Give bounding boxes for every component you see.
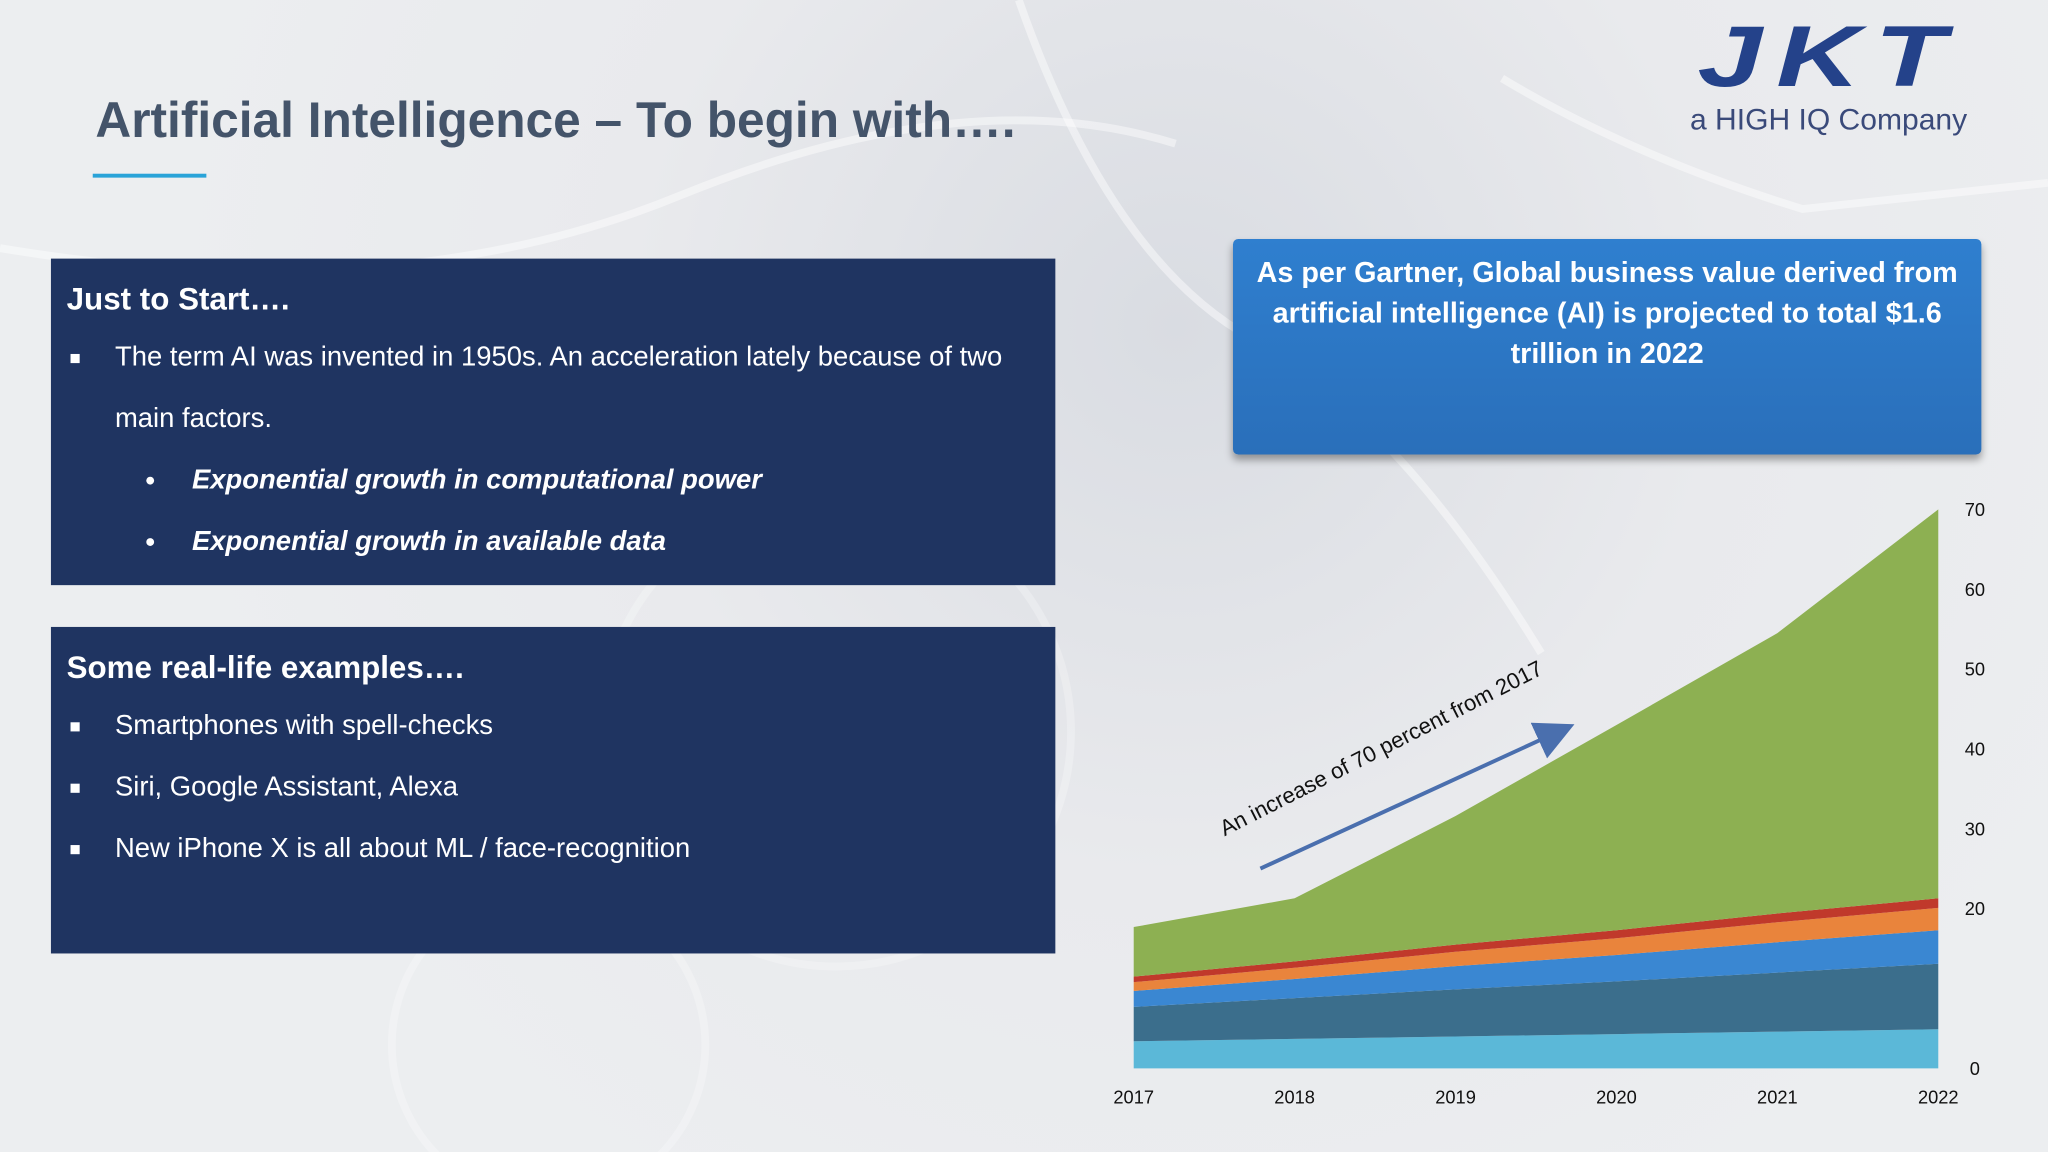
title-underline <box>92 173 207 178</box>
logo: JKT a HIGH IQ Company <box>1659 13 1999 137</box>
y-tick-label: 0 <box>1970 1058 1980 1079</box>
x-tick-label: 2021 <box>1757 1087 1798 1108</box>
sub-bullet: Exponential growth in available data <box>67 511 1040 572</box>
examples-box: Some real-life examples…. Smartphones wi… <box>50 626 1056 954</box>
y-tick-label: 60 <box>1965 579 1985 600</box>
x-tick-label: 2022 <box>1918 1087 1959 1108</box>
x-tick-label: 2018 <box>1274 1087 1315 1108</box>
y-tick-label: 40 <box>1965 738 1985 759</box>
bullet: The term AI was invented in 1950s. An ac… <box>67 327 1040 450</box>
annotation-arrow <box>1259 722 1575 871</box>
y-tick-label: 70 <box>1965 499 1985 520</box>
slide-title: Artificial Intelligence – To begin with…… <box>95 94 1016 149</box>
y-tick-label: 30 <box>1965 818 1985 839</box>
sub-bullet: Exponential growth in computational powe… <box>67 449 1040 510</box>
area <box>1133 963 1939 1042</box>
bullet: Siri, Google Assistant, Alexa <box>67 756 1040 817</box>
callout: As per Gartner, Global business value de… <box>1232 239 1982 455</box>
area <box>1133 898 1939 983</box>
area <box>1133 509 1939 977</box>
y-tick-label: 50 <box>1965 659 1985 680</box>
box-heading: Some real-life examples…. <box>66 650 464 686</box>
x-tick-label: 2019 <box>1435 1087 1476 1108</box>
logo-tagline: a HIGH IQ Company <box>1689 101 1968 136</box>
box-heading: Just to Start…. <box>66 282 290 318</box>
area <box>1133 907 1939 991</box>
area <box>1133 1029 1939 1069</box>
logo-brand: JKT <box>1697 7 1960 105</box>
area <box>1133 930 1939 1007</box>
y-tick-label: 20 <box>1965 898 1985 919</box>
x-tick-label: 2017 <box>1113 1087 1154 1108</box>
bullet: New iPhone X is all about ML / face-reco… <box>67 818 1040 879</box>
bullet: Smartphones with spell-checks <box>67 695 1040 756</box>
x-tick-label: 2020 <box>1596 1087 1637 1108</box>
start-box: Just to Start…. The term AI was invented… <box>50 258 1056 586</box>
